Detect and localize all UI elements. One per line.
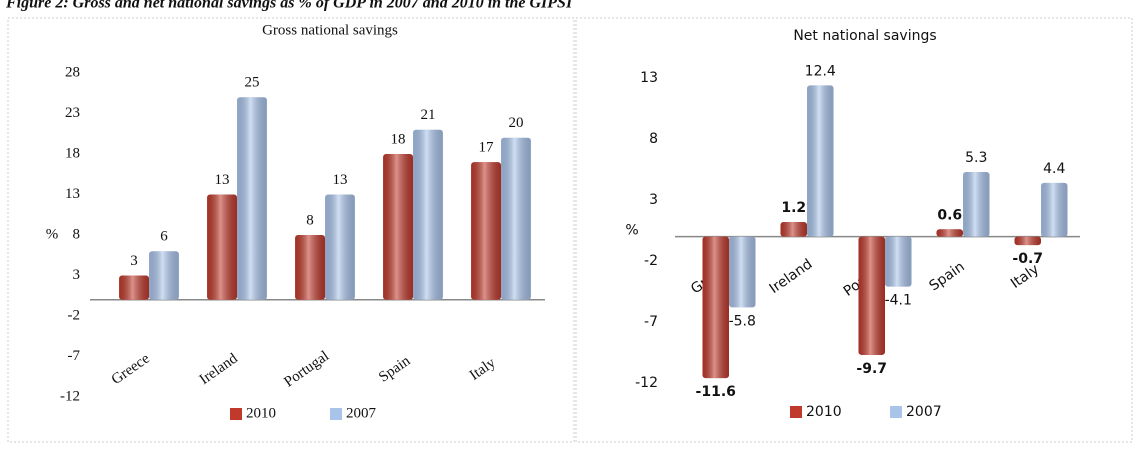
grid-line <box>95 353 115 361</box>
value-label: 20 <box>508 115 523 131</box>
legend-swatch <box>330 408 342 420</box>
bar-shine <box>885 236 912 287</box>
grid-line <box>680 196 700 204</box>
grid-line <box>95 231 115 239</box>
grid-line <box>95 69 115 77</box>
bar-shine <box>936 229 963 237</box>
value-label: -4.1 <box>885 293 912 309</box>
x-tick-label: Ireland <box>767 256 816 297</box>
y-tick-label: -7 <box>644 314 658 330</box>
value-label: 4.4 <box>1043 161 1065 177</box>
value-label: 12.4 <box>805 63 836 79</box>
value-label: 5.3 <box>965 150 987 166</box>
bar-shine <box>295 235 325 300</box>
value-label: 1.2 <box>781 200 806 216</box>
value-label: -5.8 <box>729 313 756 329</box>
x-tick-label: Italy <box>467 355 499 384</box>
x-tick-label: Spain <box>926 259 967 295</box>
legend-swatch <box>890 406 902 418</box>
value-label: -9.7 <box>856 361 887 377</box>
x-tick-label: Ireland <box>197 350 241 388</box>
bar-shine <box>237 97 267 300</box>
y-tick-label: 13 <box>65 186 80 202</box>
legend-label: 2010 <box>806 404 842 420</box>
value-label: 18 <box>391 131 406 147</box>
chart-title: Gross national savings <box>262 22 398 38</box>
y-tick-label: 8 <box>73 226 81 242</box>
y-tick-label: -2 <box>644 253 658 269</box>
grid-line <box>95 150 115 158</box>
value-label: 8 <box>306 212 314 228</box>
value-label: -11.6 <box>696 384 736 400</box>
y-tick-label: 13 <box>640 70 658 86</box>
bar-shine <box>383 154 413 300</box>
bar-shine <box>501 137 531 300</box>
grid-line <box>95 110 115 118</box>
grid-line <box>95 312 115 320</box>
y-tick-label: 3 <box>649 192 658 208</box>
bar-shine <box>1014 236 1041 246</box>
y-label: % <box>625 223 638 239</box>
grid-line <box>680 257 700 265</box>
chart-net: Net national savings%-12-7-23813Greece-1… <box>625 28 1080 420</box>
grid-line <box>95 191 115 199</box>
legend-label: 2007 <box>906 404 942 420</box>
bar-shine <box>413 129 443 300</box>
y-tick-label: 18 <box>65 145 80 161</box>
y-label: % <box>46 226 59 242</box>
chart-gross: Gross national savings% -12 -7 -2 3 8 13 18 23 28… <box>46 22 545 421</box>
y-tick-label: 28 <box>65 64 80 80</box>
chart-frame <box>575 17 1133 443</box>
legend-swatch <box>230 408 242 420</box>
y-tick-label: 8 <box>649 131 658 147</box>
chart-frame <box>7 17 575 443</box>
grid-line <box>95 272 115 280</box>
bar-shine <box>963 171 990 237</box>
x-tick-label: Portugal <box>281 348 332 390</box>
grid-line <box>680 135 700 143</box>
value-label: 25 <box>244 75 259 91</box>
value-label: 17 <box>479 140 495 156</box>
chart-title: Net national savings <box>793 28 936 44</box>
grid-line <box>95 393 115 401</box>
grid-line <box>680 318 700 326</box>
legend-swatch <box>790 406 802 418</box>
y-tick-label: -2 <box>68 307 81 323</box>
bar-shine <box>207 194 237 300</box>
y-tick-label: -12 <box>635 375 658 391</box>
bar-shine <box>149 251 179 300</box>
bar-shine <box>325 194 355 300</box>
legend-label: 2010 <box>246 405 276 421</box>
bar-shine <box>1041 182 1068 237</box>
bar-shine <box>729 236 756 308</box>
y-tick-label: 3 <box>73 267 81 283</box>
value-label: -0.7 <box>1012 251 1043 267</box>
bar-shine <box>780 221 807 237</box>
grid-line <box>680 74 700 82</box>
caption: Figure 2: Gross and net national savings… <box>5 0 573 12</box>
x-tick-label: Greece <box>109 350 153 388</box>
value-label: 0.6 <box>937 207 962 223</box>
value-label: 6 <box>160 229 168 245</box>
y-tick-label: -12 <box>60 388 80 404</box>
value-label: 13 <box>332 172 347 188</box>
bar-shine <box>119 275 149 300</box>
bar-shine <box>807 85 834 237</box>
x-tick-label: Spain <box>376 353 414 386</box>
legend-label: 2007 <box>346 405 377 421</box>
value-label: 3 <box>130 253 138 269</box>
y-tick-label: -7 <box>68 348 81 364</box>
bar-shine <box>858 236 885 355</box>
bar-shine <box>702 236 729 379</box>
bar-shine <box>471 162 501 300</box>
y-tick-label: 23 <box>65 105 80 121</box>
value-label: 21 <box>420 107 435 123</box>
value-label: 13 <box>215 172 230 188</box>
